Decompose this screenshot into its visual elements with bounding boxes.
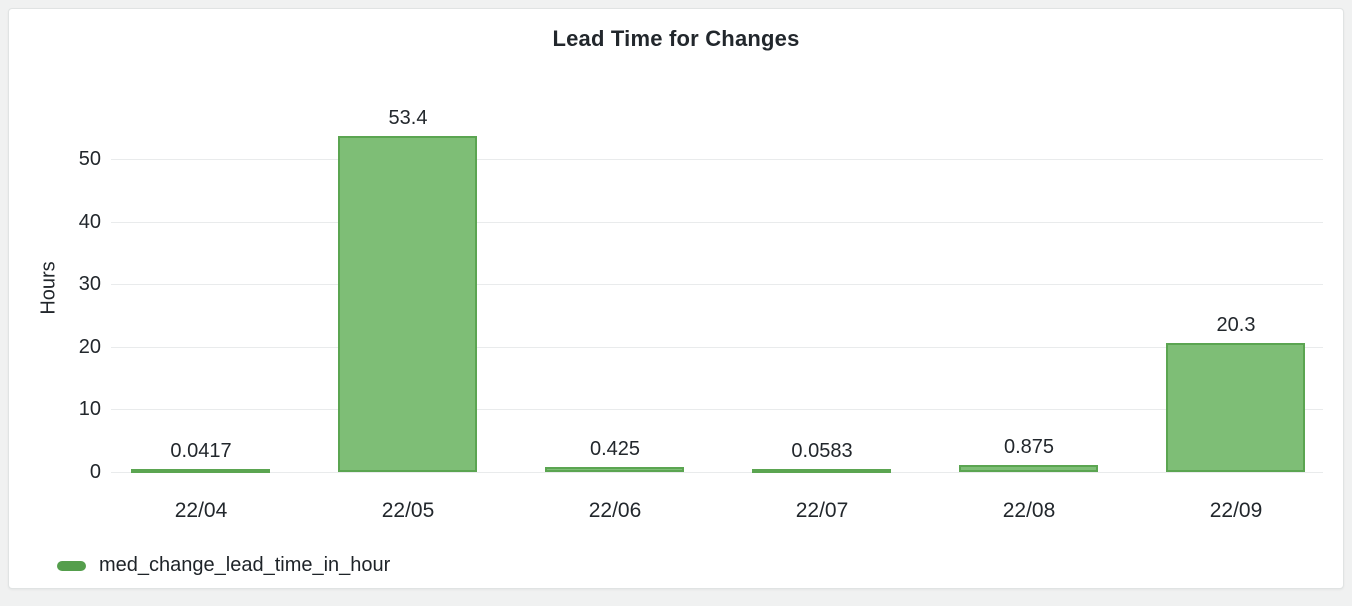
gridline-y-40 xyxy=(111,222,1323,223)
x-axis-tick-label: 22/08 xyxy=(1002,499,1056,522)
x-axis-tick-label: 22/07 xyxy=(795,499,849,522)
x-axis-tick-label: 22/05 xyxy=(381,499,435,522)
gridline-y-20 xyxy=(111,347,1323,348)
bar-value-label: 0.875 xyxy=(1003,436,1055,458)
panel-title: Lead Time for Changes xyxy=(552,26,800,51)
y-axis-tick-label: 0 xyxy=(89,461,101,483)
bar-22/09[interactable] xyxy=(1166,343,1305,472)
bar-value-label: 0.425 xyxy=(589,438,641,460)
chart-panel: Lead Time for Changes 0 10 20 30 40 50 Hours 0.… xyxy=(8,8,1344,589)
gridline-y-0 xyxy=(111,472,1323,473)
bar-chart-plot-area: 0 10 20 30 40 50 Hours 0.0417 22/04 53.4 22/05 0.42… xyxy=(9,9,1343,588)
legend-item[interactable]: med_change_lead_time_in_hour xyxy=(57,554,390,577)
y-axis-tick-label: 10 xyxy=(78,398,101,420)
legend-series-label: med_change_lead_time_in_hour xyxy=(99,554,391,576)
gridline-y-10 xyxy=(111,409,1323,410)
gridline-y-30 xyxy=(111,284,1323,285)
y-axis-title: Hours xyxy=(37,261,60,315)
bar-22/07[interactable] xyxy=(752,469,891,473)
bar-value-label: 0.0417 xyxy=(170,440,232,462)
y-axis-tick-label: 30 xyxy=(78,273,101,295)
bar-22/05[interactable] xyxy=(338,136,477,472)
bar-value-label: 53.4 xyxy=(388,107,428,129)
x-axis-tick-label: 22/06 xyxy=(588,499,642,522)
bar-22/04[interactable] xyxy=(131,469,270,473)
y-axis-tick-label: 40 xyxy=(78,211,101,233)
bar-value-label: 0.0583 xyxy=(791,440,853,462)
legend-series-marker-icon xyxy=(57,560,86,571)
x-axis-tick-label: 22/09 xyxy=(1209,499,1263,522)
y-axis-tick-label: 20 xyxy=(78,336,101,358)
bar-value-label: 20.3 xyxy=(1216,314,1256,336)
bar-22/08[interactable] xyxy=(959,465,1098,472)
gridline-y-50 xyxy=(111,159,1323,160)
bar-22/06[interactable] xyxy=(545,467,684,472)
y-axis-tick-label: 50 xyxy=(78,148,101,170)
x-axis-tick-label: 22/04 xyxy=(174,499,228,522)
